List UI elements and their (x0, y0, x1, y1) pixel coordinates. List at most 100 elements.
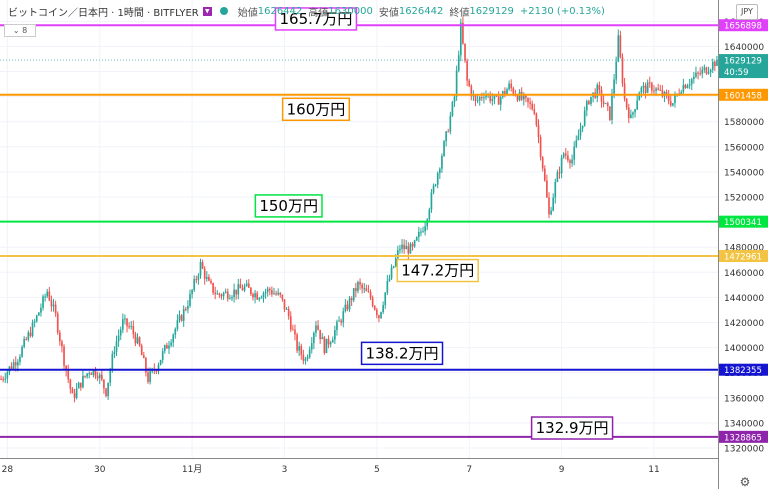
candle-body (695, 72, 697, 77)
y-tick-label: 1460000 (724, 269, 764, 279)
symbol-title[interactable]: ビットコイン／日本円 · 1時間 · BITFLYER (8, 7, 199, 19)
y-tick-label: 1340000 (724, 419, 764, 429)
change-value: +2130 (+0.13%) (519, 5, 605, 17)
level-callout-box[interactable] (530, 416, 614, 440)
x-tick-label: 11 (648, 465, 659, 475)
close-value: 1629129 (469, 5, 514, 17)
candle-body (432, 185, 435, 193)
candle-body (693, 76, 695, 80)
candle-body (535, 113, 538, 125)
candle-body (403, 244, 405, 250)
candle-body (430, 192, 433, 210)
candle-body (537, 124, 540, 138)
y-tick-label: 1320000 (724, 444, 764, 454)
candle-body (621, 57, 624, 84)
candle-body (10, 366, 13, 369)
candle-body (577, 135, 580, 141)
candle-body (296, 334, 298, 351)
candle-body (571, 159, 573, 164)
candle-body (336, 321, 338, 331)
level-callout-box[interactable] (281, 97, 351, 122)
candle-body (113, 351, 116, 354)
candle-body (581, 125, 584, 129)
candle-body (189, 294, 191, 306)
level-callout-text: 150万円 (259, 197, 318, 215)
candle-body (489, 94, 492, 101)
candle-body (29, 332, 32, 337)
candle-body (541, 157, 544, 169)
candle-body (264, 291, 267, 294)
level-callout-box[interactable] (360, 341, 444, 366)
candle-body (642, 85, 645, 88)
candle-body (445, 131, 447, 142)
candle-body (275, 293, 277, 295)
candle-body (82, 375, 84, 388)
candle-body (659, 89, 662, 91)
candle-body (67, 370, 70, 380)
level-price-label: 1601458 (724, 91, 762, 101)
candle-body (716, 60, 718, 67)
flag-icon[interactable] (202, 6, 212, 16)
candle-body (111, 353, 114, 371)
candle-body (632, 112, 634, 115)
candle-body (564, 153, 567, 156)
candle-body (231, 297, 233, 299)
candle-body (229, 298, 231, 300)
candle-body (262, 293, 265, 298)
candle-body (79, 382, 82, 388)
candle-body (562, 153, 565, 158)
candle-body (426, 219, 429, 227)
currency-button[interactable]: JPY (736, 4, 758, 20)
candle-body (428, 209, 431, 220)
candle-body (380, 312, 382, 319)
candle-body (338, 320, 340, 322)
candle-body (302, 354, 305, 361)
candle-body (342, 311, 345, 323)
candle-body (623, 83, 626, 99)
candle-body (491, 99, 494, 101)
candle-body (247, 283, 250, 288)
level-callout-box[interactable] (274, 7, 358, 31)
candle-body (378, 315, 380, 319)
candle-body (405, 246, 408, 250)
candle-body (655, 88, 657, 91)
candle-body (606, 103, 609, 107)
candle-body (644, 85, 647, 93)
candle-body (464, 43, 466, 61)
candle-body (56, 313, 59, 333)
level-callout-box[interactable] (396, 258, 479, 283)
candle-body (701, 69, 704, 74)
candle-body (128, 326, 130, 328)
candle-body (205, 276, 208, 279)
candle-body (281, 294, 284, 300)
candle-body (552, 197, 555, 211)
gear-icon[interactable]: ⚙ (739, 475, 751, 489)
level-callout-text: 160万円 (287, 100, 346, 118)
candle-body (667, 95, 670, 102)
low-value: 1626442 (398, 5, 444, 17)
candle-body (518, 91, 521, 101)
candle-body (77, 382, 80, 389)
candle-body (73, 393, 76, 398)
candle-body (319, 329, 322, 340)
candle-body (163, 345, 166, 352)
collapse-indicators-button[interactable]: ⌄ 8 (4, 24, 36, 37)
candle-body (100, 374, 103, 380)
candle-body (390, 267, 393, 279)
candle-body (590, 96, 592, 104)
candle-body (636, 100, 639, 110)
candle-body (361, 284, 363, 289)
candle-body (44, 296, 46, 298)
candle-body (201, 262, 204, 269)
candle-body (672, 103, 674, 106)
level-price-tag (719, 430, 768, 443)
last-price-label: 1629129 (724, 57, 762, 67)
candle-body (365, 288, 368, 292)
candle-body (367, 291, 370, 293)
candle-body (37, 312, 40, 316)
candle-body (40, 307, 42, 313)
candle-body (61, 341, 63, 347)
level-callout-box[interactable] (254, 194, 323, 218)
candle-body (115, 341, 118, 352)
